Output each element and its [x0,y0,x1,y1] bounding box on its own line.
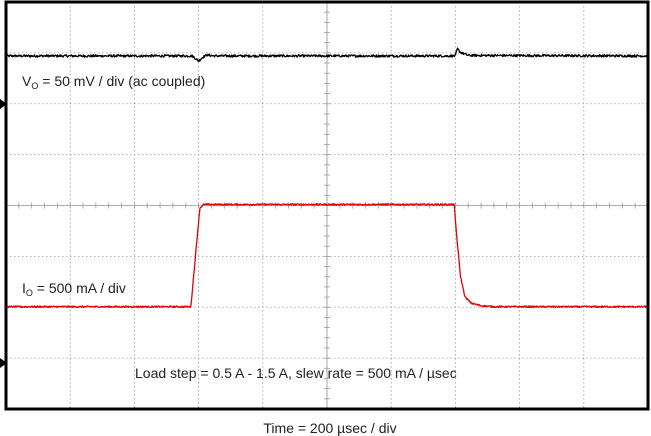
channel-2-marker-icon [0,358,7,368]
iout-annotation: IO = 500 mA / div [22,280,126,298]
x-axis-label: Time = 200 µsec / div [263,420,396,436]
traces [5,47,649,309]
channel-1-marker-icon [0,99,7,109]
vout-trace [5,47,649,62]
load-step-annotation: Load step = 0.5 A - 1.5 A, slew rate = 5… [135,365,457,381]
screen-frame [4,0,650,411]
iout-trace [5,203,649,309]
vout-annotation: VO = 50 mV / div (ac coupled) [22,73,205,91]
